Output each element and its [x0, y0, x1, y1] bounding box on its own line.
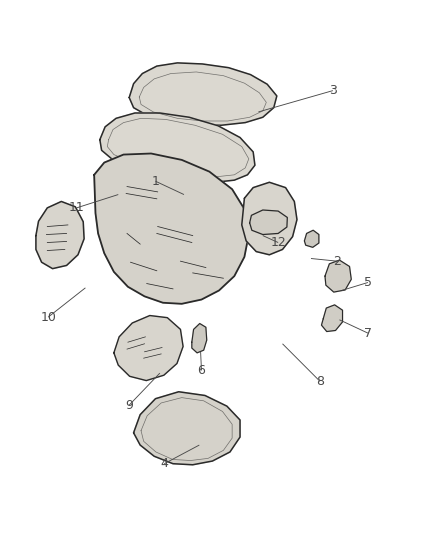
Polygon shape: [325, 260, 351, 292]
Text: 3: 3: [329, 84, 337, 97]
Polygon shape: [304, 230, 319, 247]
Polygon shape: [94, 154, 249, 304]
Text: 8: 8: [316, 375, 324, 387]
Polygon shape: [134, 392, 240, 465]
Polygon shape: [192, 324, 207, 353]
Text: 7: 7: [364, 327, 372, 340]
Polygon shape: [114, 316, 183, 381]
Text: 4: 4: [160, 457, 168, 470]
Polygon shape: [250, 210, 287, 235]
Text: 2: 2: [333, 255, 341, 268]
Polygon shape: [100, 113, 255, 182]
Text: 6: 6: [198, 364, 205, 377]
Polygon shape: [36, 201, 84, 269]
Text: 11: 11: [69, 201, 85, 214]
Text: 10: 10: [40, 311, 56, 324]
Text: 1: 1: [152, 175, 159, 188]
Text: 12: 12: [270, 236, 286, 249]
Polygon shape: [321, 305, 343, 332]
Text: 5: 5: [364, 276, 372, 289]
Polygon shape: [242, 182, 297, 255]
Text: 9: 9: [125, 399, 133, 411]
Polygon shape: [129, 63, 277, 125]
